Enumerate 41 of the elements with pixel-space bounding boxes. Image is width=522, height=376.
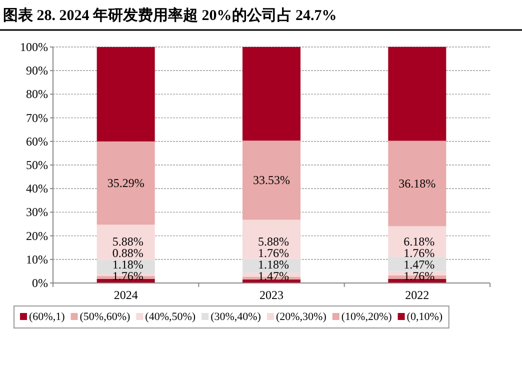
data-label: 1.47% bbox=[404, 258, 435, 272]
legend-label: (20%,30%) bbox=[276, 311, 327, 323]
y-tick-label: 60% bbox=[26, 134, 48, 148]
legend-label: (40%,50%) bbox=[145, 311, 196, 323]
y-tick-label: 20% bbox=[26, 228, 48, 243]
y-tick-label: 40% bbox=[26, 182, 48, 196]
legend-label: (60%,1) bbox=[29, 311, 66, 323]
y-tick-label: 90% bbox=[26, 64, 48, 78]
bar bbox=[242, 140, 300, 220]
data-label: 1.18% bbox=[112, 258, 144, 272]
y-tick-label: 50% bbox=[26, 158, 48, 172]
x-tick-label: 2022 bbox=[405, 288, 430, 302]
y-tick-label: 80% bbox=[26, 87, 48, 102]
legend-label: (30%,40%) bbox=[210, 311, 262, 323]
data-label: 1.76% bbox=[258, 246, 289, 260]
legend-label: (0,10%) bbox=[406, 311, 443, 323]
data-label: 1.47% bbox=[258, 269, 289, 283]
data-label: 1.76% bbox=[404, 246, 435, 260]
legend-label: (10%,20%) bbox=[341, 311, 392, 323]
data-label: 1.18% bbox=[258, 258, 289, 272]
y-tick-label: 100% bbox=[20, 40, 48, 54]
data-label: 0.88% bbox=[112, 246, 144, 260]
y-tick-label: 30% bbox=[26, 205, 48, 220]
data-label: 5.88% bbox=[258, 234, 289, 248]
y-tick-label: 10% bbox=[26, 252, 48, 266]
data-label: 6.18% bbox=[404, 234, 435, 248]
bar bbox=[388, 140, 446, 226]
bar bbox=[388, 46, 446, 141]
chart-title: 图表 28. 2024 年研发费用率超 20%的公司占 24.7% bbox=[3, 6, 337, 24]
x-tick-label: 2023 bbox=[260, 288, 284, 302]
bar bbox=[242, 46, 300, 141]
data-label: 35.29% bbox=[107, 176, 144, 190]
legend-label: (50%,60%) bbox=[80, 311, 130, 323]
data-label: 33.53% bbox=[253, 173, 290, 188]
bar bbox=[96, 47, 155, 142]
data-label: 5.88% bbox=[112, 234, 144, 248]
y-tick-label: 0% bbox=[32, 276, 48, 290]
y-tick-label: 70% bbox=[26, 110, 48, 125]
x-tick-label: 2024 bbox=[114, 288, 138, 302]
data-label: 36.18% bbox=[398, 176, 436, 190]
bar bbox=[96, 141, 155, 225]
